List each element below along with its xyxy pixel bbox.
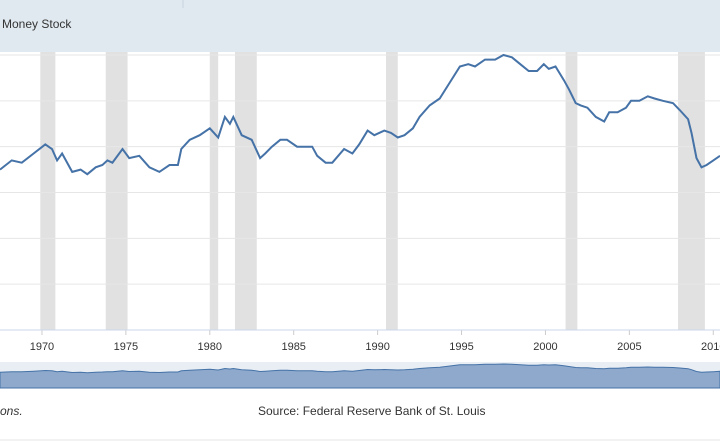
x-tick-label: 1975 (114, 341, 138, 353)
header-band (0, 0, 720, 52)
recession-band (234, 52, 257, 330)
navigator-area (0, 363, 720, 389)
x-tick-label: 1995 (449, 341, 473, 353)
data-line (0, 53, 720, 176)
footer-note: ons. (0, 404, 23, 418)
x-tick-label: 1985 (281, 341, 305, 353)
x-tick-label: 1970 (30, 341, 54, 353)
x-tick-label: 1990 (365, 341, 389, 353)
recession-band (40, 52, 56, 330)
recession-band (105, 52, 128, 330)
recession-band (386, 52, 398, 330)
recession-band (565, 52, 578, 330)
recession-band (209, 52, 219, 330)
x-tick-label: 1980 (198, 341, 222, 353)
x-tick-label: 2000 (533, 341, 557, 353)
recession-band (678, 52, 705, 330)
x-tick-label: 2005 (617, 341, 641, 353)
x-tick-label: 2010 (701, 341, 720, 353)
source: Source: Federal Reserve Bank of St. Loui… (258, 404, 485, 418)
chart-title: Money Stock (2, 17, 72, 31)
